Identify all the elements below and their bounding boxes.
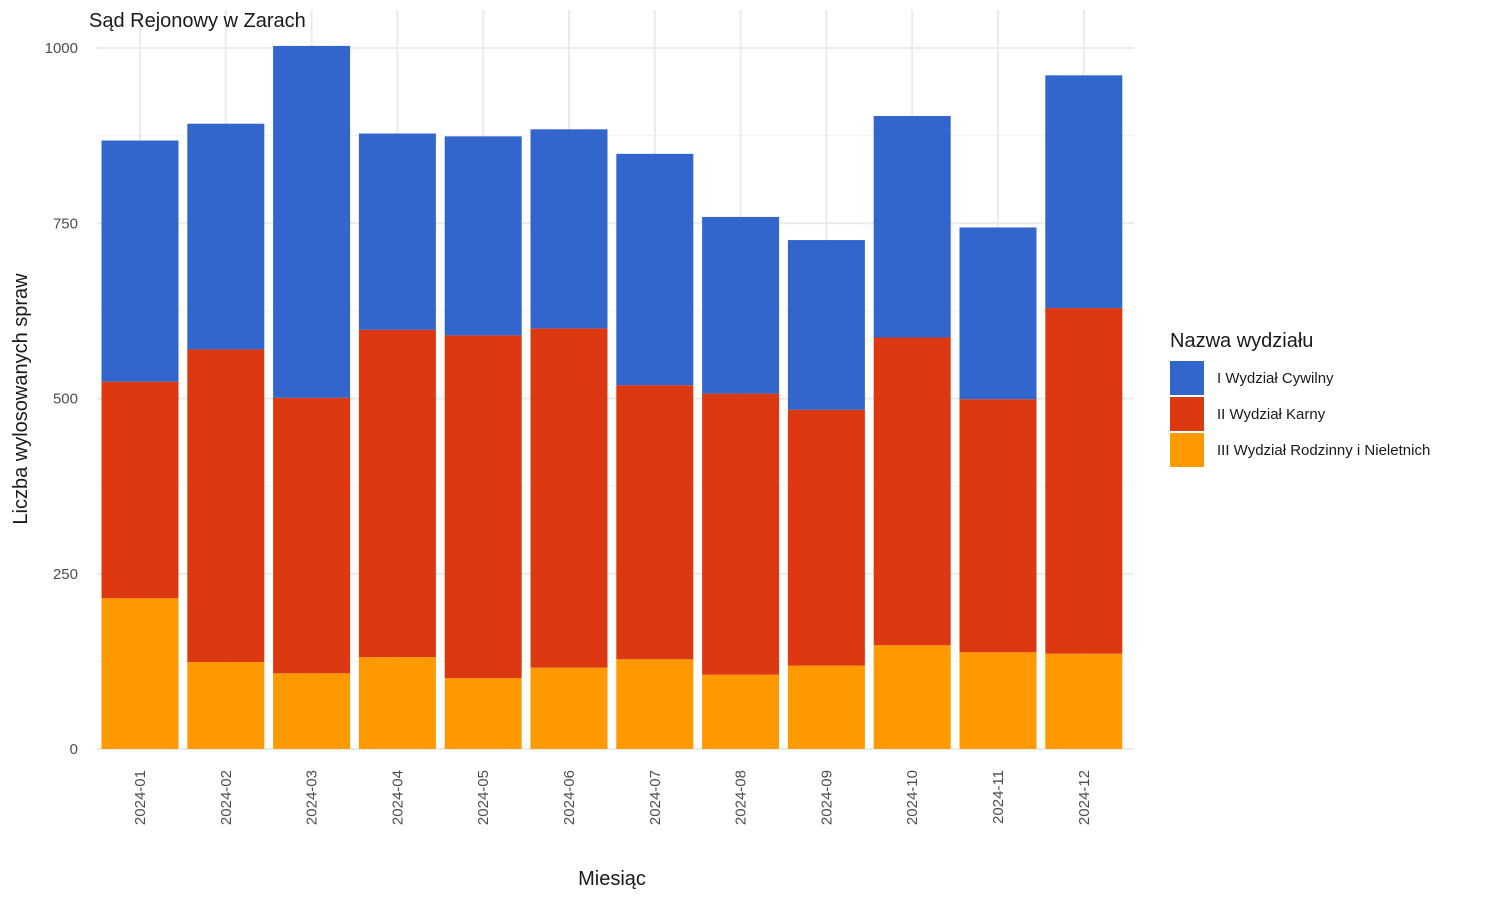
y-axis-title: Liczba wylosowanych spraw [10,273,32,525]
x-tick-label: 2024-11 [990,770,1007,824]
x-tick-label: 2024-10 [904,770,921,825]
bar-segment [787,240,865,410]
bar-segment [959,652,1037,749]
bar-segment [1045,308,1123,654]
bar-segment [358,329,436,658]
bar-segment [1045,75,1123,309]
legend-swatch [1170,433,1204,467]
x-tick-label: 2024-03 [304,770,321,825]
x-axis-title: Miesiąc [578,868,646,890]
legend-title: Nazwa wydziału [1170,330,1313,352]
legend-label: III Wydział Rodzinny i Nieletnich [1217,442,1430,459]
bar-segment [959,399,1037,653]
bar-segment [358,133,436,330]
legend-label: I Wydział Cywilny [1217,370,1334,387]
legend-swatch [1170,361,1204,395]
bar-segment [702,674,780,749]
legend-label: II Wydział Karny [1217,406,1326,423]
bar-segment [530,129,608,329]
x-tick-label: 2024-04 [389,770,406,825]
y-tick-label: 250 [53,566,78,583]
bar-segment [273,45,351,398]
x-tick-label: 2024-06 [561,770,578,825]
bar-segment [273,673,351,749]
bar-segment [873,115,951,338]
bar-segment [530,667,608,749]
x-tick-label: 2024-09 [818,770,835,825]
x-tick-label: 2024-08 [733,770,750,825]
bar-segment [101,598,179,749]
x-tick-label: 2024-07 [647,770,664,825]
x-tick-label: 2024-01 [132,770,149,825]
y-tick-label: 0 [70,741,78,758]
bar-segment [616,659,694,749]
bar-segment [787,409,865,666]
bar-segment [358,657,436,749]
x-tick-label: 2024-05 [475,770,492,825]
y-tick-label: 500 [53,391,78,408]
bar-segment [187,349,265,663]
bar-segment [187,123,265,350]
bar-segment [787,665,865,749]
bar-segment [702,393,780,675]
bar-segment [273,397,351,674]
bar-segment [616,153,694,386]
bar-segment [187,662,265,749]
y-tick-label: 1000 [45,40,78,57]
bar-segment [1045,653,1123,749]
y-axis: 0 250 500 750 1000 [45,40,78,758]
chart-title: Sąd Rejonowy w Zarach [89,10,306,32]
x-tick-label: 2024-12 [1076,770,1093,825]
bar-segment [616,385,694,660]
bar-segment [959,227,1037,400]
bars [101,45,1123,749]
bar-segment [702,216,780,394]
x-tick-label: 2024-02 [218,770,235,825]
bar-segment [873,645,951,749]
y-tick-label: 750 [53,215,78,232]
bar-segment [101,140,179,382]
bar-segment [444,335,522,679]
legend: Nazwa wydziału I Wydział Cywilny II Wydzi… [1170,330,1430,467]
bar-segment [873,337,951,646]
bar-segment [444,136,522,336]
legend-swatch [1170,397,1204,431]
bar-segment [530,328,608,668]
bar-segment [101,381,179,599]
bar-segment [444,678,522,749]
x-axis: 2024-01 2024-02 2024-03 2024-04 2024-05 2024-… [132,770,1093,825]
